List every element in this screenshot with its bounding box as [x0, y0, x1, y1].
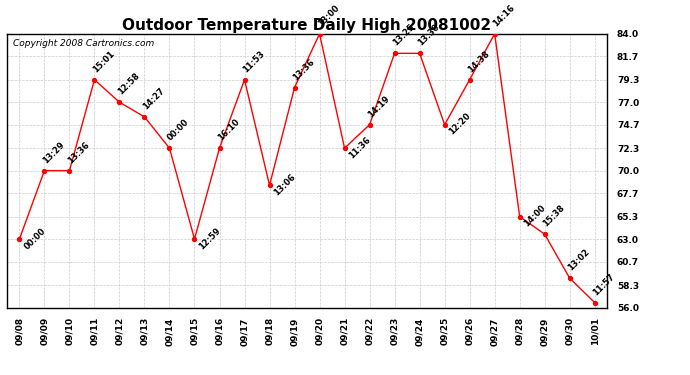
Point: [564, 275, 575, 281]
Point: [589, 300, 600, 306]
Text: 13:00: 13:00: [316, 3, 341, 28]
Text: 11:53: 11:53: [241, 49, 266, 74]
Text: 14:38: 14:38: [466, 49, 491, 74]
Point: [539, 231, 550, 237]
Text: 14:27: 14:27: [141, 86, 166, 111]
Text: 14:16: 14:16: [491, 3, 516, 28]
Text: 15:38: 15:38: [541, 203, 566, 229]
Text: 13:29: 13:29: [41, 140, 66, 165]
Point: [514, 214, 525, 220]
Point: [39, 168, 50, 174]
Point: [114, 99, 125, 105]
Point: [189, 236, 200, 242]
Text: 00:00: 00:00: [166, 118, 191, 142]
Point: [214, 145, 225, 151]
Point: [314, 31, 325, 37]
Text: 13:06: 13:06: [273, 172, 297, 197]
Text: 12:59: 12:59: [197, 226, 223, 251]
Text: 14:19: 14:19: [366, 94, 391, 119]
Text: 00:00: 00:00: [22, 226, 47, 251]
Point: [64, 168, 75, 174]
Title: Outdoor Temperature Daily High 20081002: Outdoor Temperature Daily High 20081002: [123, 18, 491, 33]
Text: 13:36: 13:36: [291, 57, 316, 82]
Text: 11:57: 11:57: [591, 272, 616, 297]
Point: [289, 84, 300, 90]
Text: 12:20: 12:20: [447, 111, 473, 136]
Point: [389, 50, 400, 56]
Point: [439, 122, 450, 128]
Point: [414, 50, 425, 56]
Text: 13:25: 13:25: [391, 22, 416, 48]
Text: Copyright 2008 Cartronics.com: Copyright 2008 Cartronics.com: [13, 39, 154, 48]
Point: [339, 145, 350, 151]
Point: [239, 77, 250, 83]
Point: [89, 77, 100, 83]
Text: 13:30: 13:30: [416, 22, 441, 48]
Text: 16:10: 16:10: [216, 117, 241, 142]
Text: 14:00: 14:00: [522, 203, 548, 228]
Text: 11:36: 11:36: [347, 135, 373, 160]
Point: [464, 77, 475, 83]
Point: [364, 122, 375, 128]
Text: 12:58: 12:58: [116, 71, 141, 97]
Point: [14, 236, 25, 242]
Text: 13:02: 13:02: [566, 248, 591, 273]
Text: 13:36: 13:36: [66, 140, 91, 165]
Text: 15:01: 15:01: [91, 49, 116, 74]
Point: [164, 145, 175, 151]
Point: [139, 114, 150, 120]
Point: [489, 31, 500, 37]
Point: [264, 182, 275, 188]
